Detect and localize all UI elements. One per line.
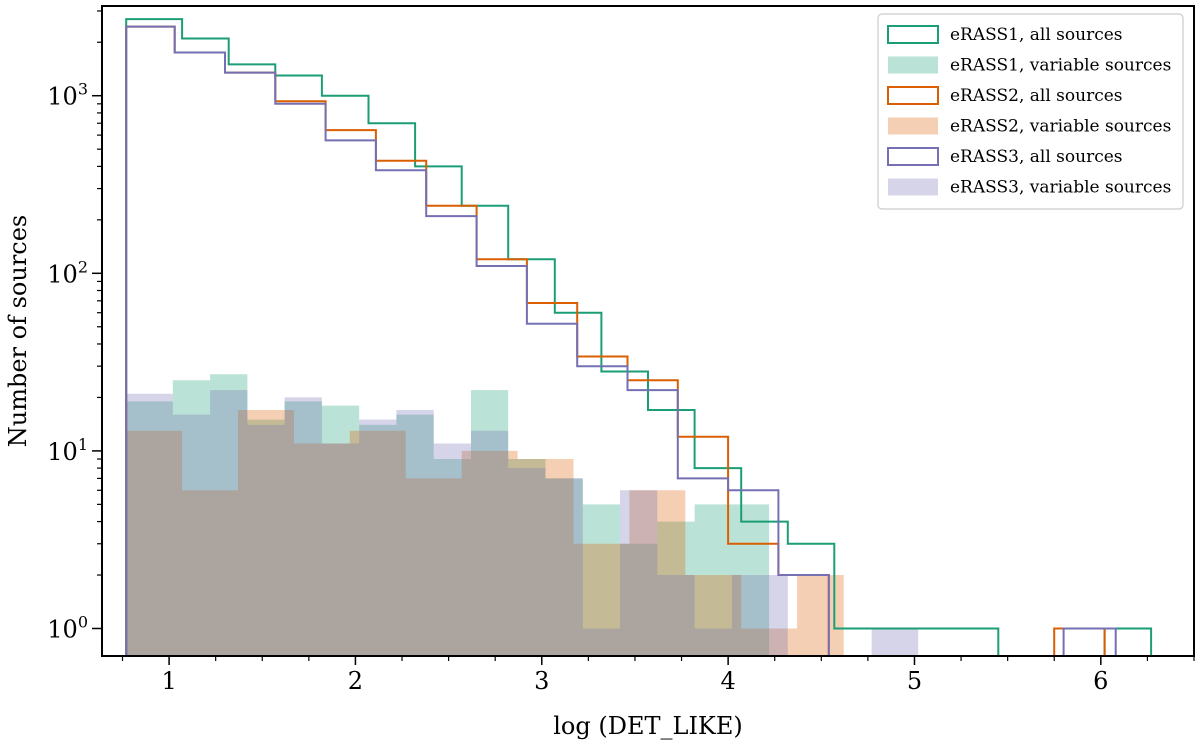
x-axis: 1 2 3 4 5 6	[121, 656, 1195, 695]
legend-label: eRASS3, variable sources	[950, 178, 1171, 198]
legend-swatch	[887, 147, 939, 166]
x-tick-label: 2	[348, 667, 363, 695]
legend: eRASS1, all sources eRASS1, variable sour…	[877, 13, 1184, 210]
legend-label: eRASS3, all sources	[950, 147, 1123, 167]
legend-box	[877, 13, 1184, 210]
series-erass1-all	[125, 18, 1000, 656]
x-tick-label: 6	[1093, 667, 1108, 695]
series-erass3-all	[125, 25, 830, 656]
legend-swatch	[888, 178, 938, 196]
legend-label: eRASS2, variable sources	[950, 117, 1171, 137]
y-tick-label: 101	[47, 435, 88, 466]
x-axis-label: log (DET_LIKE)	[553, 712, 742, 740]
series-erass3-all-extra-bin	[1062, 627, 1117, 656]
series-erass1-all-extra-bin	[1103, 627, 1153, 656]
y-tick-label: 100	[47, 612, 88, 643]
legend-label: eRASS1, all sources	[950, 25, 1123, 45]
variable-source-fills	[126, 374, 919, 656]
legend-swatch	[888, 117, 938, 135]
series-erass1-variable	[126, 374, 770, 656]
x-tick-label: 1	[161, 667, 176, 695]
legend-swatch	[888, 56, 938, 74]
series-erass3-variable	[126, 390, 788, 656]
legend-swatch	[887, 25, 939, 44]
x-tick-label: 5	[907, 667, 922, 695]
y-axis: 100 101 102 103	[47, 10, 102, 643]
y-tick-label: 103	[47, 80, 88, 111]
plot-frame	[101, 5, 1195, 657]
y-axis-label: Number of sources	[4, 215, 32, 448]
legend-label: eRASS2, all sources	[950, 86, 1123, 106]
legend-label: eRASS1, variable sources	[950, 56, 1171, 76]
series-erass2-all-extra-bin	[1053, 627, 1106, 656]
y-tick-label: 102	[47, 257, 88, 288]
x-tick-label: 4	[720, 667, 735, 695]
legend-swatch	[887, 86, 939, 105]
series-erass3-variable-extra-bin	[871, 628, 919, 656]
series-erass2-variable	[126, 410, 844, 656]
all-source-steps	[125, 18, 1153, 656]
x-tick-label: 3	[534, 667, 549, 695]
